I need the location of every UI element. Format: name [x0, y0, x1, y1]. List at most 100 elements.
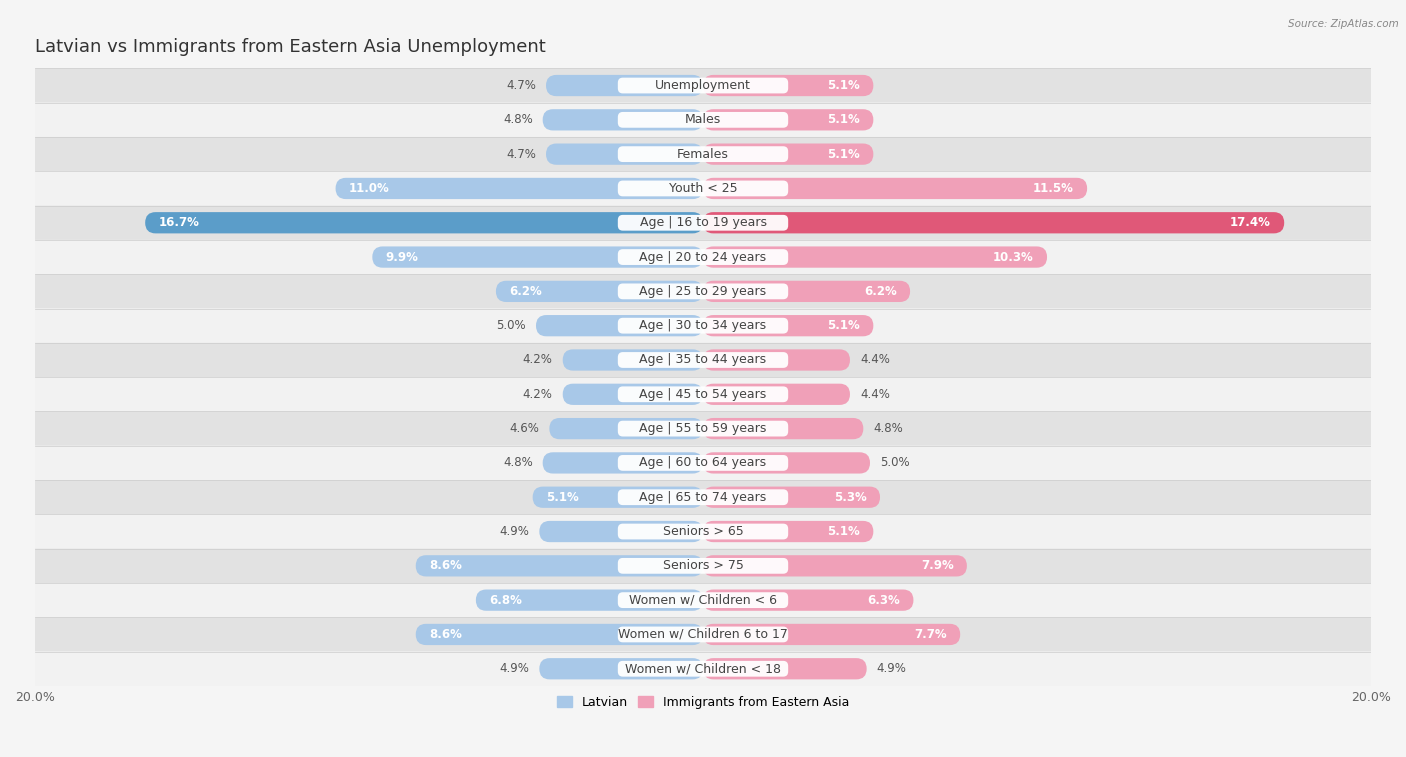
Text: 4.9%: 4.9%	[499, 525, 529, 538]
FancyBboxPatch shape	[617, 489, 789, 505]
Text: Women w/ Children 6 to 17: Women w/ Children 6 to 17	[619, 628, 787, 641]
FancyBboxPatch shape	[543, 109, 703, 130]
FancyBboxPatch shape	[35, 68, 1371, 103]
Text: 4.2%: 4.2%	[523, 388, 553, 400]
FancyBboxPatch shape	[546, 75, 703, 96]
FancyBboxPatch shape	[35, 309, 1371, 343]
Text: 5.1%: 5.1%	[827, 79, 860, 92]
FancyBboxPatch shape	[35, 617, 1371, 652]
FancyBboxPatch shape	[35, 274, 1371, 309]
FancyBboxPatch shape	[562, 349, 703, 371]
FancyBboxPatch shape	[35, 103, 1371, 137]
FancyBboxPatch shape	[475, 590, 703, 611]
FancyBboxPatch shape	[617, 352, 789, 368]
FancyBboxPatch shape	[35, 171, 1371, 206]
Text: Seniors > 75: Seniors > 75	[662, 559, 744, 572]
FancyBboxPatch shape	[540, 658, 703, 679]
FancyBboxPatch shape	[703, 281, 910, 302]
FancyBboxPatch shape	[703, 658, 866, 679]
FancyBboxPatch shape	[533, 487, 703, 508]
FancyBboxPatch shape	[703, 349, 851, 371]
Text: Age | 45 to 54 years: Age | 45 to 54 years	[640, 388, 766, 400]
Text: Age | 16 to 19 years: Age | 16 to 19 years	[640, 217, 766, 229]
FancyBboxPatch shape	[35, 206, 1371, 240]
FancyBboxPatch shape	[617, 627, 789, 643]
Text: 9.9%: 9.9%	[385, 251, 419, 263]
FancyBboxPatch shape	[416, 624, 703, 645]
FancyBboxPatch shape	[617, 592, 789, 608]
Text: 7.7%: 7.7%	[914, 628, 946, 641]
FancyBboxPatch shape	[546, 144, 703, 165]
FancyBboxPatch shape	[617, 215, 789, 231]
FancyBboxPatch shape	[703, 212, 1284, 233]
FancyBboxPatch shape	[617, 249, 789, 265]
FancyBboxPatch shape	[703, 75, 873, 96]
FancyBboxPatch shape	[35, 583, 1371, 617]
FancyBboxPatch shape	[703, 384, 851, 405]
FancyBboxPatch shape	[617, 455, 789, 471]
Text: Males: Males	[685, 114, 721, 126]
FancyBboxPatch shape	[617, 181, 789, 196]
FancyBboxPatch shape	[336, 178, 703, 199]
Text: Age | 60 to 64 years: Age | 60 to 64 years	[640, 456, 766, 469]
Text: 4.4%: 4.4%	[860, 354, 890, 366]
FancyBboxPatch shape	[703, 624, 960, 645]
Legend: Latvian, Immigrants from Eastern Asia: Latvian, Immigrants from Eastern Asia	[551, 690, 855, 714]
FancyBboxPatch shape	[35, 549, 1371, 583]
FancyBboxPatch shape	[617, 386, 789, 402]
FancyBboxPatch shape	[617, 112, 789, 128]
Text: 4.4%: 4.4%	[860, 388, 890, 400]
Text: 5.1%: 5.1%	[827, 114, 860, 126]
Text: 4.7%: 4.7%	[506, 148, 536, 160]
FancyBboxPatch shape	[35, 412, 1371, 446]
FancyBboxPatch shape	[540, 521, 703, 542]
FancyBboxPatch shape	[703, 521, 873, 542]
Text: Age | 35 to 44 years: Age | 35 to 44 years	[640, 354, 766, 366]
FancyBboxPatch shape	[703, 144, 873, 165]
Text: Age | 65 to 74 years: Age | 65 to 74 years	[640, 491, 766, 503]
Text: 10.3%: 10.3%	[993, 251, 1033, 263]
FancyBboxPatch shape	[543, 452, 703, 474]
FancyBboxPatch shape	[617, 78, 789, 93]
Text: Age | 55 to 59 years: Age | 55 to 59 years	[640, 422, 766, 435]
FancyBboxPatch shape	[617, 524, 789, 540]
FancyBboxPatch shape	[35, 343, 1371, 377]
Text: 5.1%: 5.1%	[827, 525, 860, 538]
Text: 5.3%: 5.3%	[834, 491, 866, 503]
Text: 4.2%: 4.2%	[523, 354, 553, 366]
Text: 4.6%: 4.6%	[509, 422, 540, 435]
Text: Age | 25 to 29 years: Age | 25 to 29 years	[640, 285, 766, 298]
Text: 7.9%: 7.9%	[921, 559, 953, 572]
FancyBboxPatch shape	[35, 446, 1371, 480]
FancyBboxPatch shape	[703, 178, 1087, 199]
Text: Source: ZipAtlas.com: Source: ZipAtlas.com	[1288, 19, 1399, 29]
FancyBboxPatch shape	[35, 514, 1371, 549]
FancyBboxPatch shape	[703, 487, 880, 508]
Text: 4.8%: 4.8%	[873, 422, 903, 435]
FancyBboxPatch shape	[617, 421, 789, 437]
Text: 4.8%: 4.8%	[503, 114, 533, 126]
Text: 11.0%: 11.0%	[349, 182, 389, 195]
FancyBboxPatch shape	[617, 283, 789, 299]
FancyBboxPatch shape	[703, 247, 1047, 268]
FancyBboxPatch shape	[550, 418, 703, 439]
FancyBboxPatch shape	[35, 137, 1371, 171]
Text: 8.6%: 8.6%	[429, 628, 463, 641]
FancyBboxPatch shape	[496, 281, 703, 302]
Text: 6.2%: 6.2%	[509, 285, 541, 298]
FancyBboxPatch shape	[35, 240, 1371, 274]
Text: 5.0%: 5.0%	[880, 456, 910, 469]
FancyBboxPatch shape	[416, 555, 703, 577]
FancyBboxPatch shape	[373, 247, 703, 268]
Text: 17.4%: 17.4%	[1230, 217, 1271, 229]
Text: 4.7%: 4.7%	[506, 79, 536, 92]
Text: 6.2%: 6.2%	[865, 285, 897, 298]
FancyBboxPatch shape	[703, 555, 967, 577]
Text: Seniors > 65: Seniors > 65	[662, 525, 744, 538]
FancyBboxPatch shape	[35, 480, 1371, 514]
Text: 8.6%: 8.6%	[429, 559, 463, 572]
Text: Women w/ Children < 18: Women w/ Children < 18	[626, 662, 780, 675]
FancyBboxPatch shape	[703, 418, 863, 439]
FancyBboxPatch shape	[703, 109, 873, 130]
Text: Unemployment: Unemployment	[655, 79, 751, 92]
